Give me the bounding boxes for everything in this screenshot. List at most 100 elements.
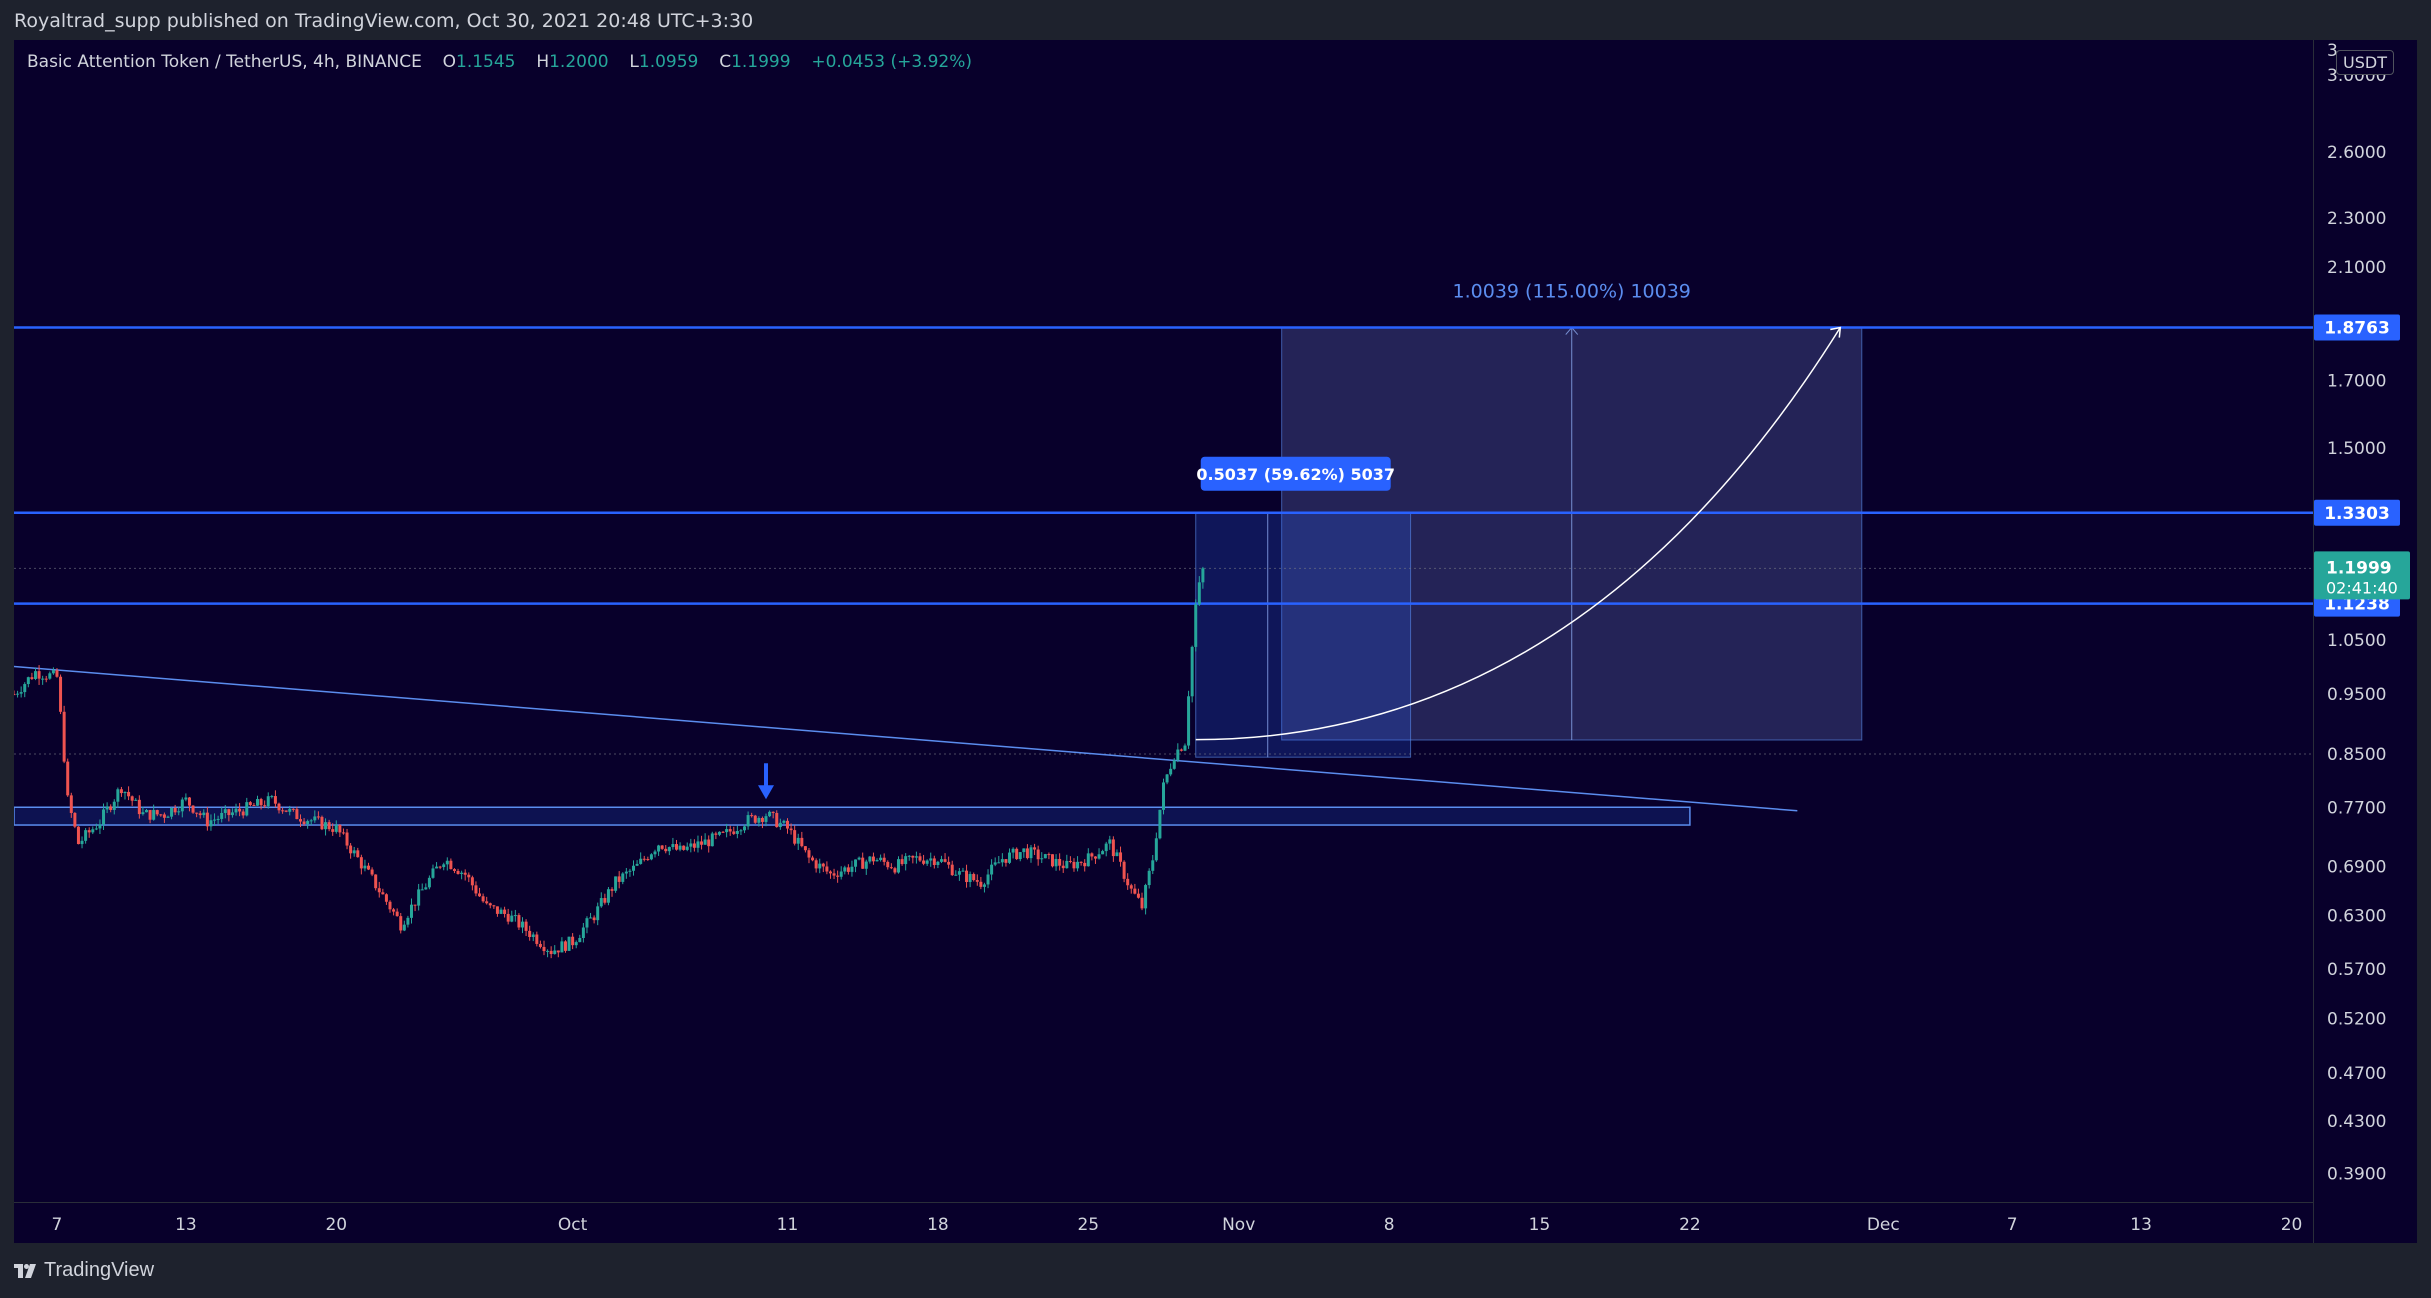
- candle-body: [76, 826, 80, 845]
- candle-body: [1129, 885, 1133, 889]
- candle-body: [567, 936, 571, 951]
- candle-body: [821, 863, 825, 867]
- projection-curve: [1195, 327, 1841, 741]
- candle-body: [1011, 848, 1015, 853]
- candle-body: [843, 867, 847, 872]
- candle-body: [381, 892, 385, 895]
- candle-body: [291, 808, 295, 810]
- candle-body: [180, 799, 184, 812]
- candle-body: [1061, 865, 1065, 869]
- candle-body: [596, 906, 600, 921]
- candle-body: [248, 802, 252, 805]
- price-tick-label: 0.5700: [2327, 960, 2386, 980]
- candle-body: [574, 942, 578, 946]
- price-tick-label: 0.8500: [2327, 745, 2386, 765]
- candle-body: [170, 807, 174, 817]
- candle-body: [485, 901, 489, 904]
- chart-frame[interactable]: 1.0039 (115.00%) 10039 0.5037 (59.62%) 50…: [14, 40, 2417, 1243]
- candle-body: [757, 817, 761, 823]
- candle-body: [399, 916, 403, 931]
- candle-body: [470, 877, 474, 886]
- candle-body: [109, 806, 113, 810]
- candle-body: [302, 821, 306, 824]
- candle-body: [621, 873, 625, 882]
- candle-body: [646, 858, 650, 860]
- time-tick-label: 20: [325, 1215, 347, 1235]
- candle-body: [392, 909, 396, 912]
- candle-body: [1190, 646, 1194, 697]
- price-plot[interactable]: 1.0039 (115.00%) 10039 0.5037 (59.62%) 50…: [14, 40, 2313, 1202]
- candle-body: [424, 887, 428, 890]
- candle-body: [445, 860, 449, 865]
- candle-body: [492, 905, 496, 907]
- time-tick-label: 20: [2281, 1215, 2303, 1235]
- candle-body: [209, 820, 213, 827]
- projection-curve-arrowhead: [1830, 326, 1842, 338]
- candle-body: [495, 906, 499, 914]
- candle-body: [517, 915, 521, 928]
- time-tick-label: 8: [1384, 1215, 1395, 1235]
- candle-body: [141, 812, 145, 815]
- time-axis[interactable]: 7 13 20 Oct 11 18 25 Nov 8 15 22 Dec 7 13 20: [14, 1202, 2313, 1243]
- candle-body: [793, 830, 797, 844]
- candle-body: [954, 874, 958, 876]
- candle-body: [66, 761, 70, 796]
- candle-body: [818, 863, 822, 869]
- candle-body: [1050, 854, 1054, 867]
- candle-body: [1126, 878, 1130, 886]
- candle-body: [173, 807, 177, 813]
- currency-badge[interactable]: USDT: [2336, 50, 2394, 75]
- price-tick-label: 2.6000: [2327, 143, 2386, 163]
- candle-body: [406, 917, 410, 925]
- price-tick-label-partial: 3: [2327, 41, 2338, 61]
- tradingview-logo[interactable]: TradingView: [14, 1259, 154, 1282]
- candle-body: [1162, 782, 1165, 810]
- candle-body: [682, 845, 686, 850]
- candle-body: [775, 812, 779, 828]
- candle-body: [435, 866, 439, 869]
- candle-body: [144, 810, 148, 813]
- candle-body: [850, 866, 854, 872]
- candle-body: [982, 884, 986, 887]
- price-axis-labels[interactable]: 33.00002.60002.30002.10001.70001.50001.0…: [2314, 40, 2417, 1202]
- candle-body: [1115, 852, 1119, 857]
- candle-body: [1054, 858, 1058, 867]
- change-value: +0.0453 (+3.92%): [811, 52, 973, 72]
- candle-body: [402, 924, 406, 931]
- open-value: 1.1545: [456, 52, 516, 72]
- candle-body: [91, 829, 95, 833]
- candle-body: [617, 876, 621, 882]
- candle-body: [642, 858, 646, 860]
- candle-body: [707, 839, 711, 847]
- candle-body: [947, 861, 951, 865]
- candle-body: [628, 870, 632, 872]
- candle-body: [785, 820, 789, 829]
- time-axis-labels[interactable]: 7 13 20 Oct 11 18 25 Nov 8 15 22 Dec 7 13 20: [14, 1203, 2313, 1243]
- candle-body: [979, 881, 983, 887]
- candle-body: [105, 806, 109, 810]
- price-tick-label: 0.9500: [2327, 685, 2386, 705]
- candle-body: [950, 864, 954, 876]
- price-tick-label: 1.5000: [2327, 439, 2386, 459]
- candle-body: [1093, 856, 1097, 859]
- candle-body: [700, 841, 704, 845]
- price-tick-label: 1.7000: [2327, 372, 2386, 392]
- candle-body: [452, 869, 456, 871]
- candle-body: [907, 855, 911, 857]
- candle-body: [19, 692, 23, 694]
- candle-body: [914, 856, 918, 858]
- candle-body: [1111, 839, 1115, 857]
- candle-body: [116, 789, 120, 802]
- candle-body: [130, 796, 134, 801]
- candle-body: [836, 875, 840, 877]
- plot-area[interactable]: 1.0039 (115.00%) 10039 0.5037 (59.62%) 50…: [14, 40, 2313, 1243]
- tradingview-brand: TradingView: [44, 1259, 155, 1281]
- candle-body: [327, 822, 331, 830]
- candle-body: [413, 904, 417, 906]
- candle-body: [750, 815, 754, 817]
- candle-body: [886, 861, 890, 868]
- candle-body: [993, 862, 997, 865]
- candle-body: [1086, 853, 1090, 867]
- candle-body: [900, 859, 904, 865]
- price-axis[interactable]: 3 3.0000 2.6000 2.3000 2.1000 1.7000 1.5000 1.0…: [2313, 40, 2417, 1243]
